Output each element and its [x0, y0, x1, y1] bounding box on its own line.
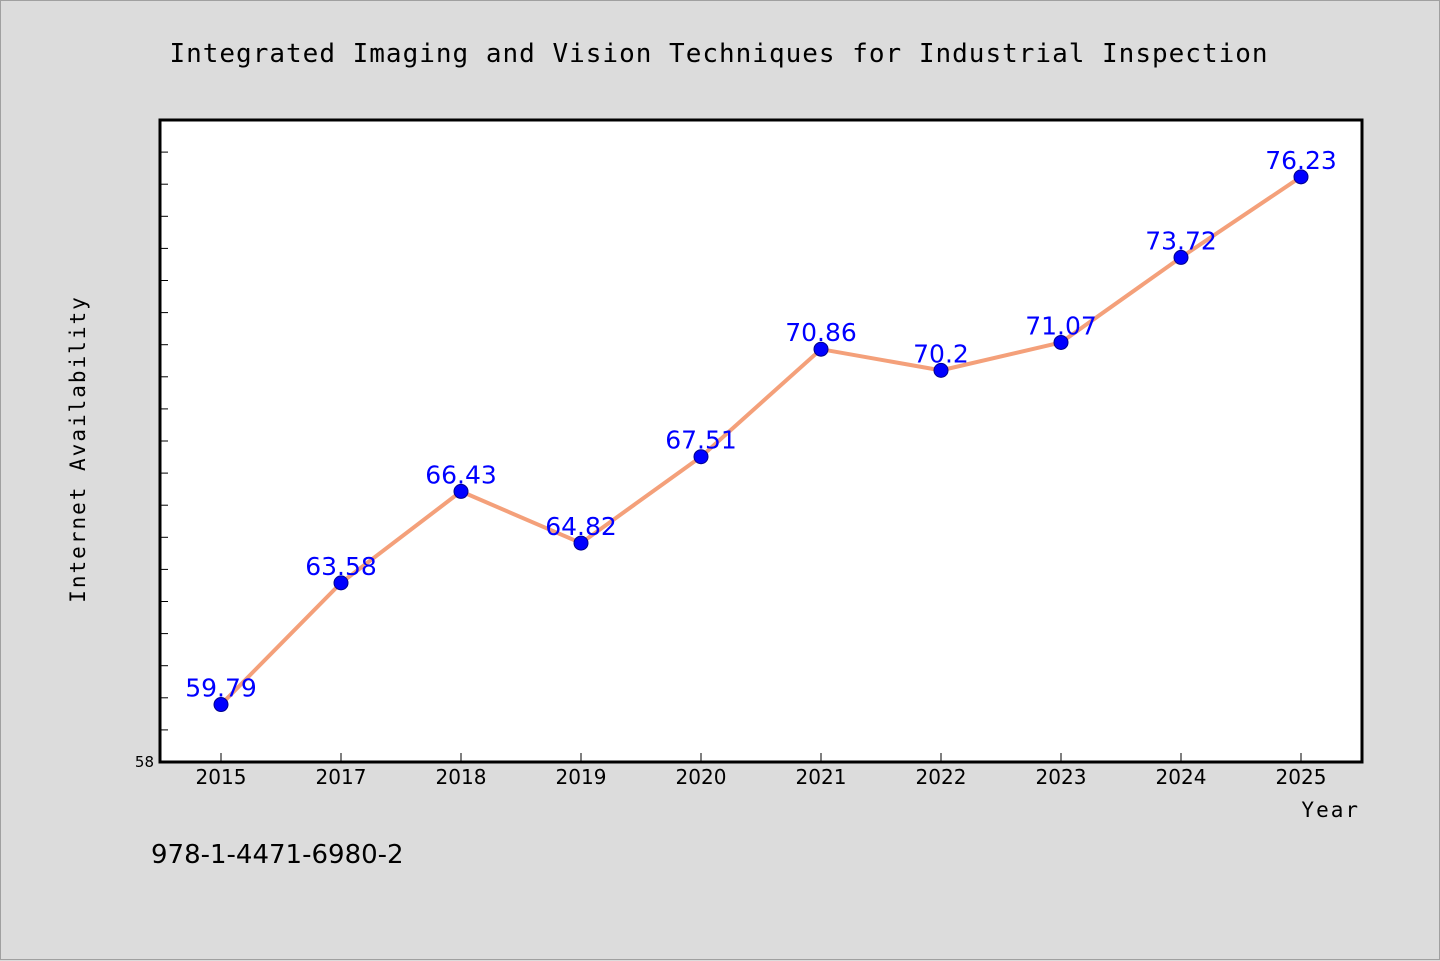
data-label: 67.51	[665, 426, 737, 455]
data-point	[333, 575, 349, 591]
data-point	[1293, 169, 1309, 185]
isbn-footer: 978-1-4471-6980-2	[151, 840, 404, 870]
data-label: 64.82	[545, 512, 617, 541]
data-label: 71.07	[1025, 311, 1097, 340]
data-label: 76.23	[1265, 146, 1337, 175]
x-tick-label: 2021	[796, 765, 847, 789]
y-axis-ticks	[160, 151, 168, 731]
data-point	[1053, 334, 1069, 350]
x-tick-label: 2018	[436, 765, 487, 789]
data-point	[693, 449, 709, 465]
x-tick-label: 2019	[556, 765, 607, 789]
x-tick-label: 2022	[916, 765, 967, 789]
x-axis-ticks	[220, 753, 1302, 762]
x-axis-tick-labels: 2015 2017 2018 2019 2020 2021 2022 2023 2024 2025	[196, 765, 1327, 789]
data-point	[453, 483, 469, 499]
x-tick-label: 2024	[1156, 765, 1207, 789]
x-tick-label: 2017	[316, 765, 367, 789]
data-point	[1173, 249, 1189, 265]
y-axis-title: Internet Availability	[66, 295, 90, 603]
x-tick-label: 2023	[1036, 765, 1087, 789]
plot-area	[158, 118, 1364, 764]
data-label: 70.2	[913, 339, 969, 368]
x-axis-title: Year	[1301, 798, 1360, 822]
data-point	[213, 697, 229, 713]
series-markers	[213, 169, 1309, 713]
x-tick-label: 2025	[1276, 765, 1327, 789]
data-point	[813, 341, 829, 357]
y-tick-label: 58	[135, 753, 154, 771]
data-label: 66.43	[425, 460, 497, 489]
data-point	[933, 362, 949, 378]
x-tick-label: 2015	[196, 765, 247, 789]
x-tick-label: 2020	[676, 765, 727, 789]
data-point	[573, 535, 589, 551]
data-label: 59.79	[185, 674, 257, 703]
chart-title: Integrated Imaging and Vision Techniques…	[169, 39, 1268, 69]
data-label: 70.86	[785, 318, 857, 347]
series-line	[219, 174, 1303, 707]
data-label: 73.72	[1145, 226, 1217, 255]
data-label: 63.58	[305, 552, 377, 581]
data-labels: 59.79 63.58 66.43 64.82 67.51 70.86 70.2 71.07 7…	[185, 146, 1337, 703]
